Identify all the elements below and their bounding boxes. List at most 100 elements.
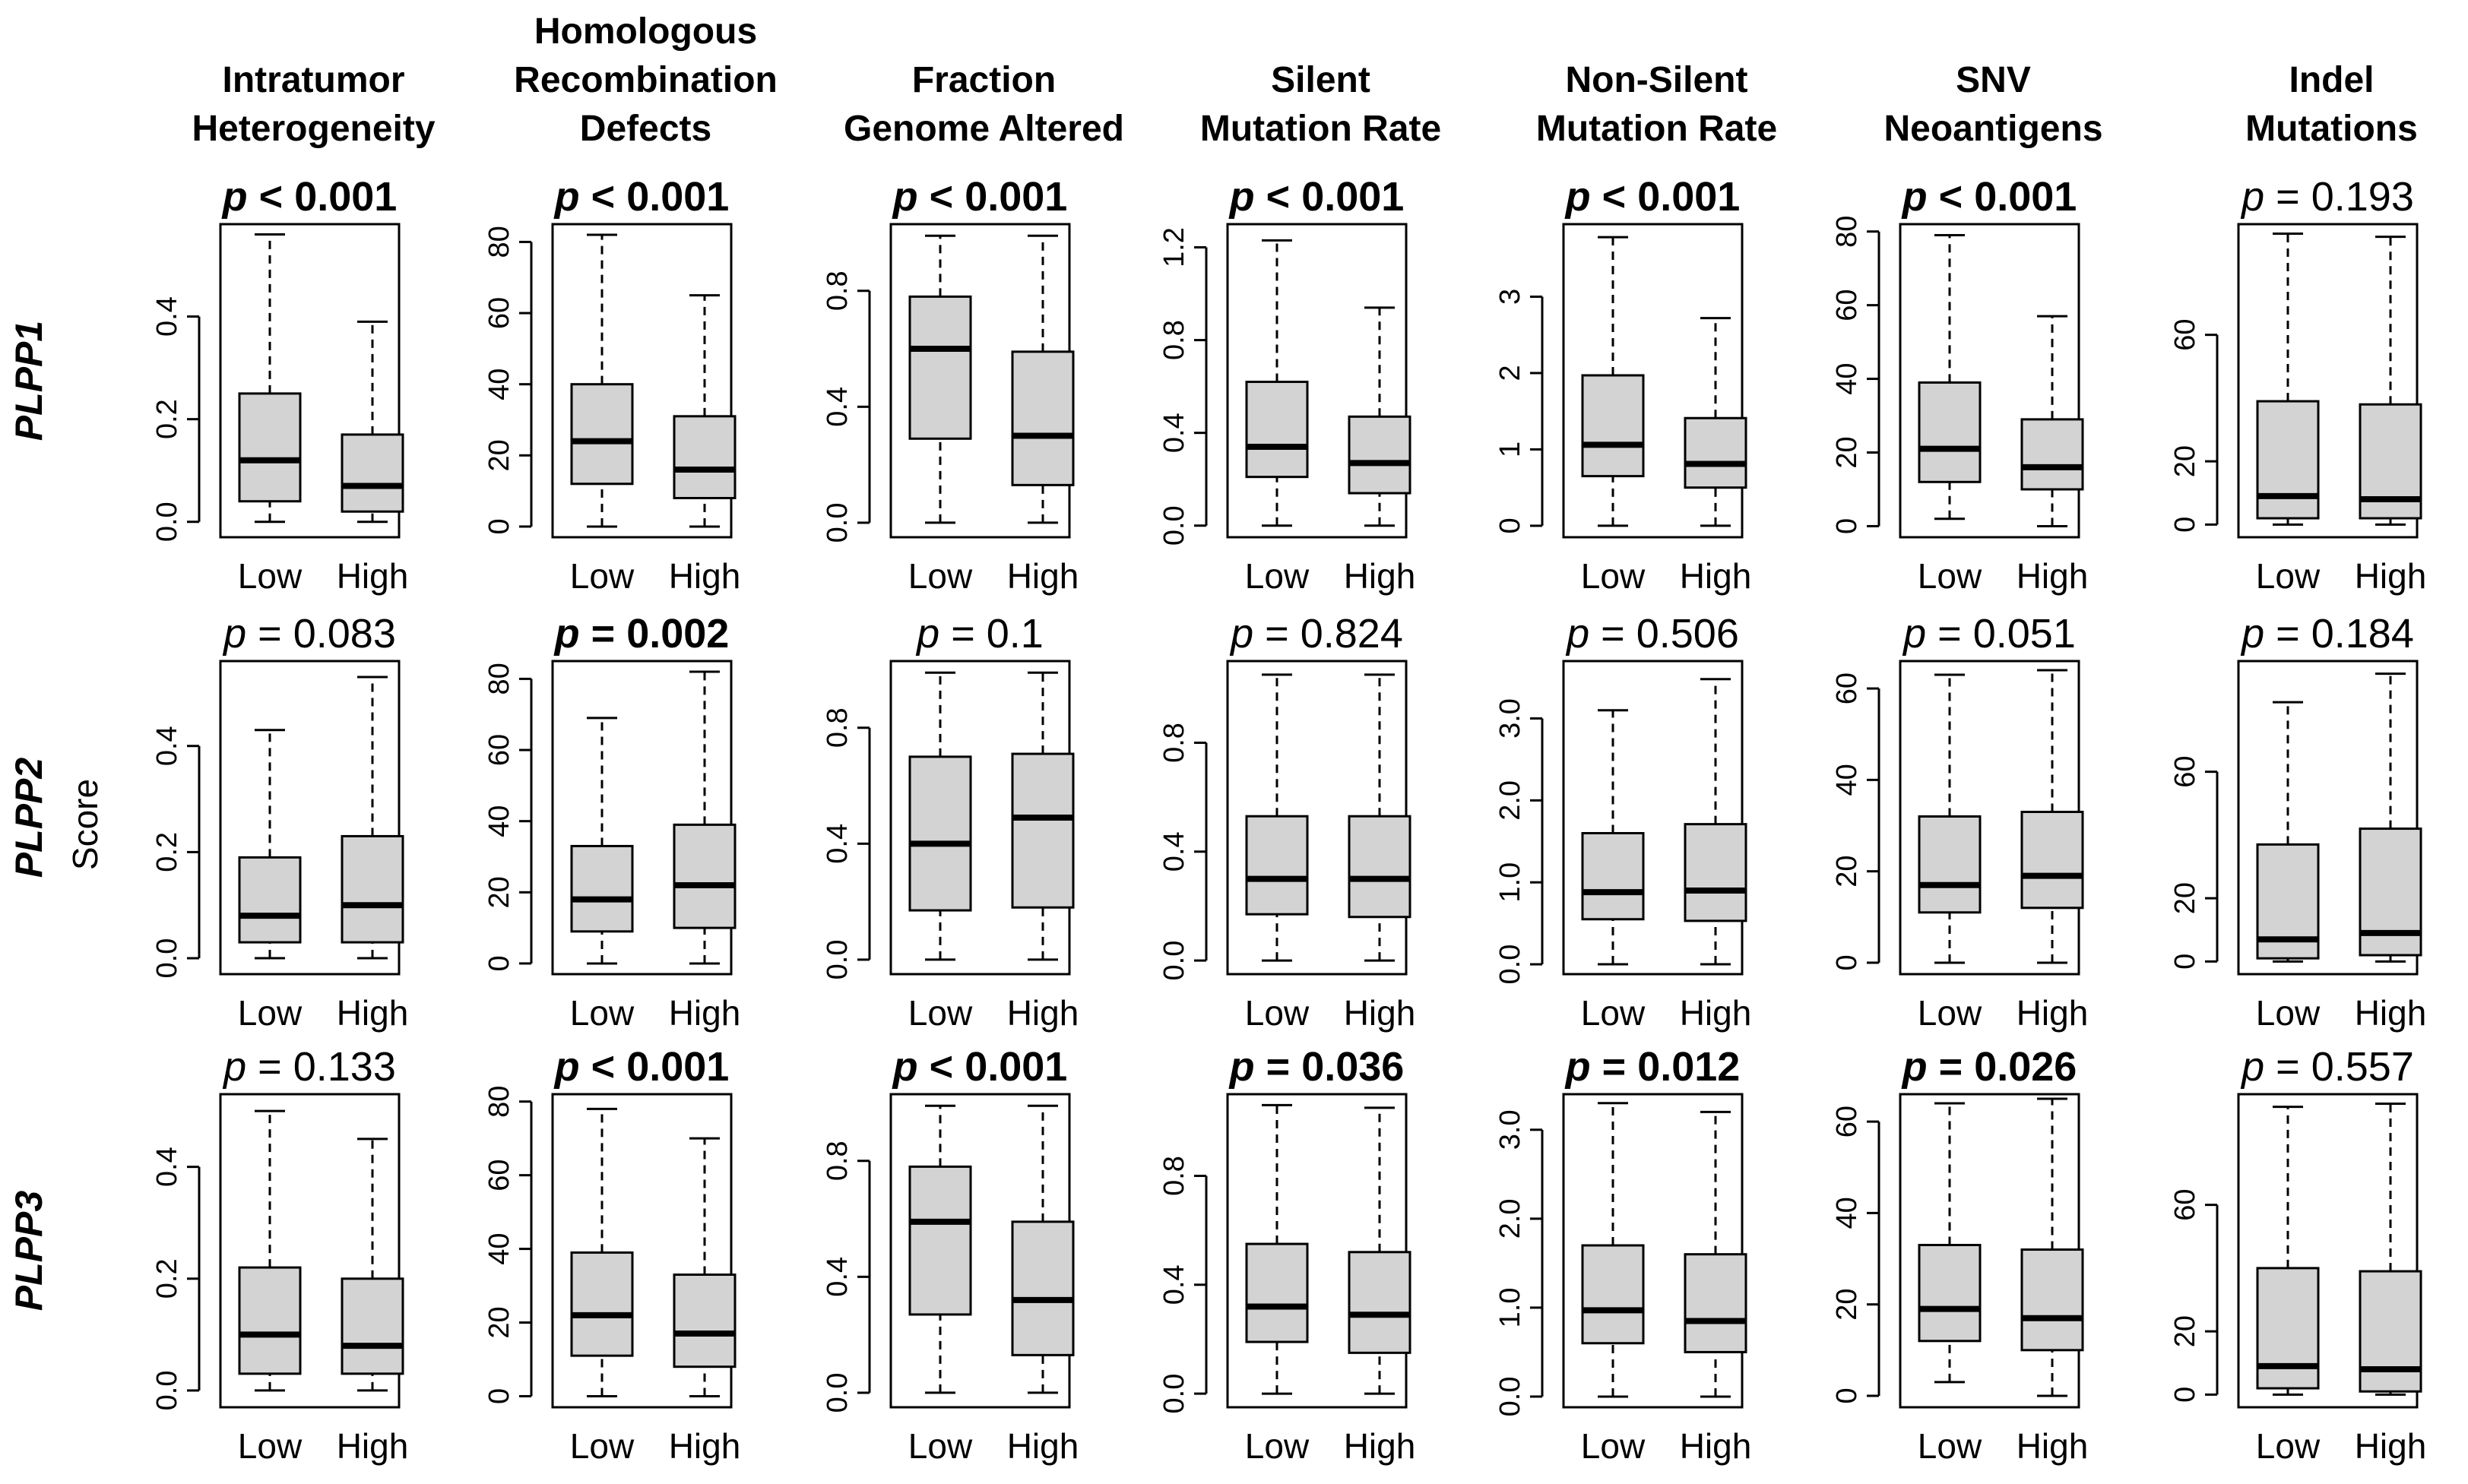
column-title-line: Indel: [2289, 60, 2374, 100]
y-tick-label: 80: [483, 226, 515, 258]
iqr-box: [1348, 1251, 1411, 1354]
group-label-high: High: [669, 556, 741, 596]
box-low: [2256, 232, 2320, 526]
column-title-line: Defects: [580, 109, 711, 149]
y-tick-label: 0.0: [1158, 941, 1190, 981]
iqr-box: [908, 1165, 972, 1316]
y-tick-label: 20: [1831, 856, 1863, 888]
panel-plpp3-silent-mutation-rate: p = 0.036 0.0 0.4 0.8 Low High: [1158, 1044, 1415, 1466]
y-tick-label: 0.4: [151, 1147, 183, 1187]
panel-frame: [2237, 1093, 2419, 1409]
box-low: [238, 729, 302, 960]
group-label-low: Low: [238, 993, 303, 1033]
column-title-line: Recombination: [514, 60, 778, 100]
y-tick-label: 0.0: [151, 502, 183, 542]
p-value-label: p = 0.012: [1564, 1044, 1741, 1090]
box-low: [1245, 1103, 1309, 1395]
iqr-box: [908, 295, 972, 440]
box-high: [341, 320, 404, 524]
p-symbol: p: [2240, 611, 2264, 657]
y-tick-label: 0.4: [822, 1257, 854, 1297]
y-tick-label: 40: [483, 369, 515, 400]
panel-frame: [219, 223, 401, 539]
box-high: [1684, 678, 1747, 966]
p-value-label: p = 0.002: [553, 611, 730, 657]
y-tick-label: 60: [1831, 1106, 1863, 1138]
p-value-label: p < 0.001: [1901, 174, 2077, 220]
p-value-label: p = 0.083: [222, 611, 396, 657]
column-title-line: Silent: [1271, 60, 1370, 100]
group-label-high: High: [1007, 993, 1079, 1033]
panel-plpp3-non-silent-mutation-rate: p = 0.012 0.0 1.0 2.0 3.0 Low High: [1494, 1044, 1751, 1466]
panel-plpp1-snv-neoantigens: p < 0.001 0 20 40 60 80 Low High: [1831, 174, 2088, 596]
box-high: [341, 1138, 404, 1392]
panel-plpp3-intratumor-heterogeneity: p = 0.133 0.0 0.2 0.4 Low High: [151, 1044, 408, 1466]
group-label-high: High: [337, 1426, 409, 1466]
y-tick-label: 20: [1831, 1289, 1863, 1321]
y-tick-label: 0.0: [1494, 1377, 1526, 1417]
group-label-low: Low: [238, 556, 303, 596]
iqr-box: [1011, 1220, 1075, 1356]
panel-frame: [1562, 660, 1744, 976]
y-tick-label: 40: [483, 1232, 515, 1264]
p-symbol: p: [222, 611, 246, 657]
y-tick-label: 0: [1831, 518, 1863, 534]
iqr-box: [2256, 1267, 2320, 1390]
box-low: [2256, 1106, 2320, 1396]
y-tick-label: 0.4: [151, 296, 183, 337]
iqr-box: [908, 755, 972, 912]
panel-plpp2-snv-neoantigens: p = 0.051 0 20 40 60 Low High: [1831, 611, 2088, 1033]
iqr-box: [2359, 827, 2422, 957]
panel-frame: [551, 1093, 733, 1409]
y-tick-label: 80: [483, 663, 515, 695]
group-label-low: Low: [1245, 993, 1310, 1033]
p-value: < 0.001: [248, 174, 398, 220]
p-value: = 0.002: [580, 611, 730, 657]
p-value: = 0.506: [1589, 611, 1739, 657]
p-value: = 0.184: [2264, 611, 2414, 657]
group-label-high: High: [669, 993, 741, 1033]
y-tick-label: 0.0: [822, 1373, 854, 1413]
y-tick-label: 20: [2169, 882, 2201, 914]
y-tick-label: 20: [483, 439, 515, 471]
box-low: [1245, 239, 1309, 527]
panel-plpp3-fraction-genome-altered: p < 0.001 0.0 0.4 0.8 Low High: [822, 1044, 1079, 1466]
p-symbol: p: [2240, 174, 2264, 220]
y-tick-label: 0.0: [151, 938, 183, 979]
p-value-label: p < 0.001: [553, 174, 730, 220]
iqr-box: [1245, 381, 1309, 479]
y-tick-label: 40: [1831, 1197, 1863, 1229]
y-tick-label: 0: [1831, 954, 1863, 970]
p-symbol: p: [1902, 611, 1926, 657]
p-value: < 0.001: [1928, 174, 2077, 220]
iqr-box: [1581, 374, 1645, 478]
column-title-line: SNV: [1956, 60, 2031, 100]
y-tick-label: 0.8: [1158, 320, 1190, 360]
y-tick-label: 40: [483, 805, 515, 837]
y-tick-label: 40: [1831, 362, 1863, 394]
column-title-line: Mutation Rate: [1536, 109, 1777, 149]
p-value-label: p = 0.026: [1901, 1044, 2077, 1090]
group-label-high: High: [2017, 993, 2089, 1033]
iqr-box: [570, 844, 634, 933]
y-tick-label: 0: [2169, 517, 2201, 533]
group-label-high: High: [1007, 556, 1079, 596]
panel-plpp2-non-silent-mutation-rate: p = 0.506 0.0 1.0 2.0 3.0 Low High: [1494, 611, 1751, 1033]
group-label-low: Low: [1581, 993, 1646, 1033]
box-high: [2020, 315, 2084, 527]
y-tick-label: 20: [2169, 445, 2201, 477]
y-tick-label: 0: [483, 518, 515, 534]
p-symbol: p: [1901, 174, 1928, 220]
panel-plpp2-homologous-recombination-defects: p = 0.002 0 20 40 60 80 Low High: [483, 611, 740, 1033]
panel-frame: [219, 660, 401, 976]
column-title-line: Genome Altered: [844, 109, 1124, 149]
p-value-label: p < 0.001: [892, 174, 1068, 220]
group-label-low: Low: [908, 993, 973, 1033]
y-tick-label: 0: [483, 1388, 515, 1404]
iqr-box: [2359, 1270, 2422, 1393]
iqr-box: [1918, 381, 1982, 483]
box-low: [1581, 1102, 1645, 1398]
iqr-box: [1684, 1253, 1747, 1353]
y-tick-label: 60: [483, 1159, 515, 1191]
p-symbol: p: [553, 174, 580, 220]
